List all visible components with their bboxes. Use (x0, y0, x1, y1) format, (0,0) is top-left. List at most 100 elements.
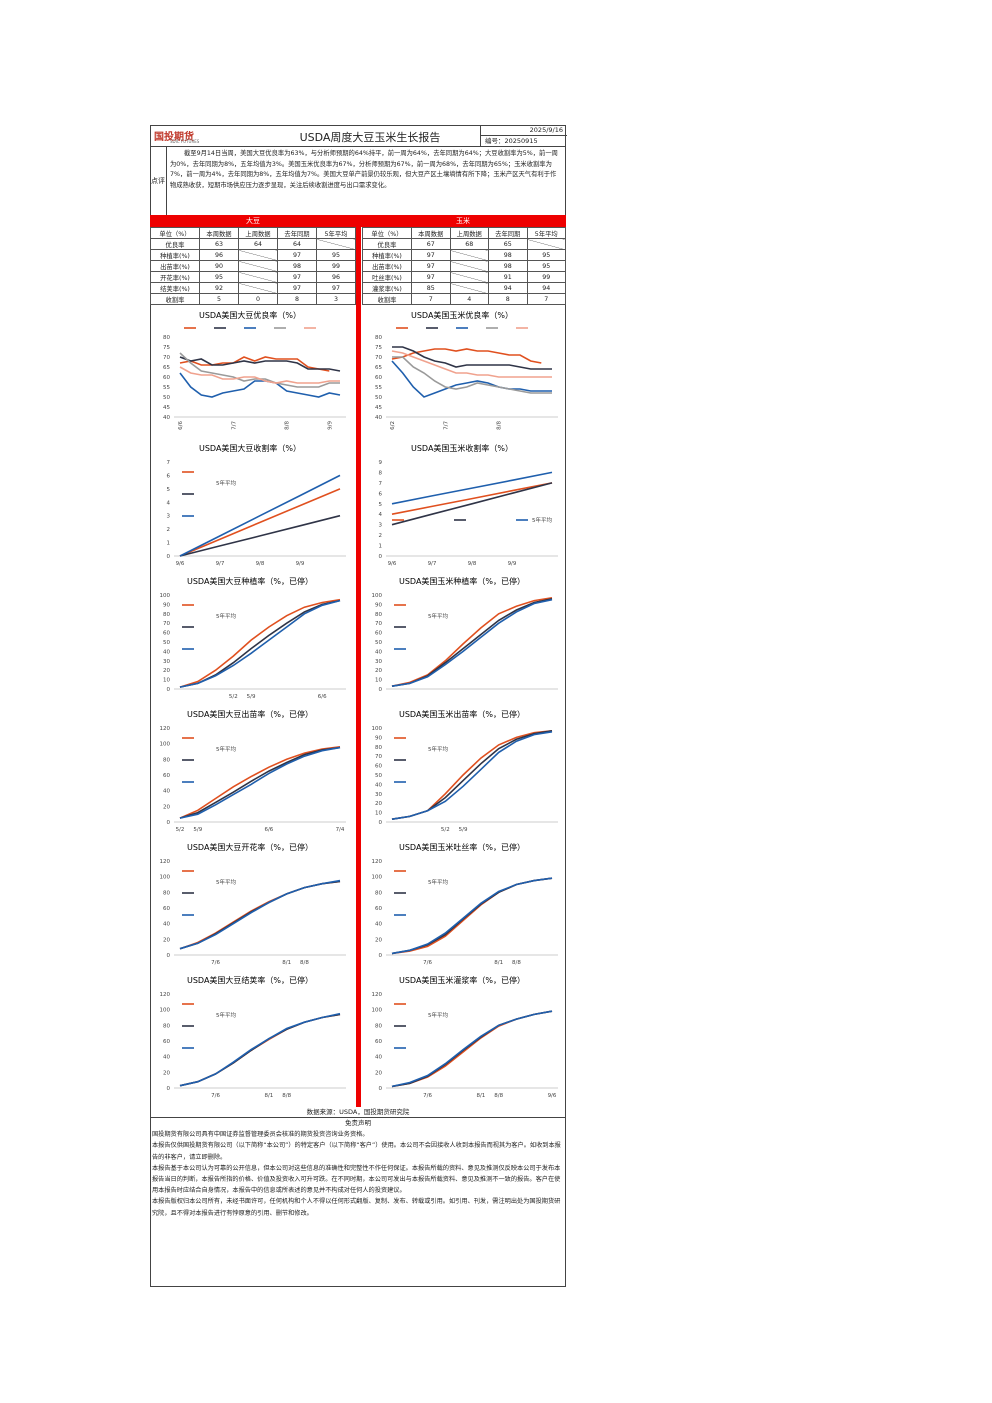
chart-title: USDA美国玉米灌浆率（%，已停） (399, 975, 525, 985)
series-line (391, 877, 553, 955)
y-tick-label: 100 (372, 1008, 383, 1014)
y-tick-label: 100 (160, 1008, 171, 1014)
chart-title: USDA美国大豆开花率（%，已停） (187, 842, 313, 852)
y-tick-label: 6 (167, 473, 171, 479)
divider (356, 215, 361, 1107)
y-tick-label: 60 (163, 1039, 170, 1045)
y-tick-label: 20 (163, 804, 170, 810)
empty-cell (238, 260, 278, 272)
row-label: 种植率(%) (362, 249, 412, 261)
y-tick-label: 80 (163, 1023, 170, 1029)
series-line (391, 598, 553, 687)
y-tick-label: 45 (375, 405, 382, 411)
y-tick-label: 5 (167, 487, 171, 493)
header-cell: 去年同期 (488, 227, 528, 239)
y-tick-label: 70 (375, 754, 382, 760)
series-line (391, 482, 553, 515)
y-tick-label: 55 (375, 385, 382, 391)
x-tick-label: 9/6 (548, 1093, 557, 1099)
y-tick-label: 7 (379, 481, 383, 487)
cell: 94 (526, 282, 566, 294)
y-tick-label: 0 (167, 687, 171, 693)
series-line (179, 488, 341, 557)
y-tick-label: 100 (160, 593, 171, 599)
cell: 85 (411, 282, 451, 294)
cell: 99 (316, 260, 356, 272)
legend-label: 5年平均 (216, 878, 236, 886)
y-tick-label: 40 (375, 1055, 382, 1061)
y-tick-label: 10 (375, 811, 382, 817)
disclaimer-body: 国投期货有限公司具有中国证券监督管理委员会核准的期货投资咨询业务资格。 本报告仅供… (150, 1129, 566, 1219)
header: 国投期货 SDIC FUTURES USDA周度大豆玉米生长报告 2025/9/… (150, 125, 567, 147)
y-tick-label: 60 (163, 631, 170, 637)
legend-label: 5年平均 (428, 1011, 448, 1019)
x-tick-label: 6/2 (390, 421, 396, 430)
cell: 92 (199, 282, 239, 294)
series-line (179, 372, 341, 398)
row-label: 结荚率(%) (150, 282, 200, 294)
chart: USDA美国大豆结荚率（%，已停） 0 20 40 60 80 100 120 7/6 8/1 8/… (160, 975, 346, 1099)
row-label: 收割率 (362, 293, 412, 305)
empty-cell (526, 238, 566, 250)
cell: 64 (277, 238, 317, 250)
table-row: 开花率(%) 95 97 96 (150, 271, 356, 283)
series-line (391, 877, 553, 955)
table-row: 出苗率(%) 90 98 99 (150, 260, 356, 272)
x-tick-label: 9/7 (216, 561, 225, 567)
x-tick-label: 8/1 (282, 960, 291, 966)
table-label: 大豆 (246, 217, 260, 225)
cell: 97 (411, 249, 451, 261)
y-tick-label: 5 (379, 502, 383, 508)
series-line (179, 879, 341, 950)
series-line (391, 598, 553, 687)
header-cell: 去年同期 (277, 227, 317, 239)
disclaimer-title: 免责声明 (345, 1119, 371, 1127)
x-tick-label: 6/6 (318, 694, 327, 700)
row-label: 开花率(%) (150, 271, 200, 283)
y-tick-label: 30 (375, 659, 382, 665)
empty-cell (449, 282, 489, 294)
data-table: 单位（%） 本周数据 上周数据 去年同期 5年平均 优良率 67 68 65 种植率(%) 97 98… (362, 227, 566, 305)
series-line (179, 746, 341, 819)
y-tick-label: 1 (379, 544, 383, 550)
y-tick-label: 4 (379, 512, 383, 518)
y-tick-label: 20 (163, 937, 170, 943)
cell: 96 (199, 249, 239, 261)
y-tick-label: 100 (372, 593, 383, 599)
chart: USDA美国玉米种植率（%，已停） 0 10 20 30 40 50 60 70 80 90 100 5… (372, 576, 558, 693)
y-tick-label: 10 (163, 678, 170, 684)
y-tick-label: 30 (375, 792, 382, 798)
cell: 95 (199, 271, 239, 283)
x-tick-label: 7/6 (423, 960, 432, 966)
legend-label: 5年平均 (428, 745, 448, 753)
x-tick-label: 9/8 (468, 561, 477, 567)
key-points: 点评 截至9月14日当周，美国大豆优良率为63%，与分析师预期的64%持平，前一… (150, 147, 566, 215)
disclaimer-paragraph: 国投期货有限公司具有中国证券监督管理委员会核准的期货投资咨询业务资格。 (152, 1131, 369, 1139)
y-tick-label: 20 (375, 937, 382, 943)
cell: 7 (526, 293, 566, 305)
y-tick-label: 80 (163, 757, 170, 763)
cell: 65 (488, 238, 528, 250)
y-tick-label: 45 (163, 405, 170, 411)
key-points-text: 截至9月14日当周，美国大豆优良率为63%，与分析师预期的64%持平，前一周为6… (170, 150, 558, 189)
table-header: 单位（%） 本周数据 上周数据 去年同期 5年平均 (150, 227, 356, 239)
y-tick-label: 0 (379, 820, 383, 826)
x-tick-label: 5/9 (193, 827, 202, 833)
chart-title: USDA美国大豆优良率（%） (199, 310, 301, 320)
x-tick-label: 9/9 (296, 561, 305, 567)
key-points-label: 点评 (150, 147, 167, 215)
y-tick-label: 50 (375, 773, 382, 779)
x-tick-label: 5/9 (459, 827, 468, 833)
chart: USDA美国玉米出苗率（%，已停） 0 10 20 30 40 50 60 70 80 90 100 5… (372, 709, 558, 833)
series-line (391, 731, 553, 820)
series-line (179, 1013, 341, 1087)
cell: 63 (199, 238, 239, 250)
chart: USDA美国玉米优良率（%） 40 45 50 55 60 65 70 75 80 6/2 7/7 8/… (375, 310, 558, 430)
y-tick-label: 60 (375, 375, 382, 381)
table-row: 收割率 7 4 8 7 (362, 293, 566, 305)
disclaimer: 免责声明 国投期货有限公司具有中国证券监督管理委员会核准的期货投资咨询业务资格。… (150, 1117, 566, 1219)
header-cell: 单位（%） (150, 227, 200, 239)
y-tick-label: 40 (375, 415, 382, 421)
empty-cell (449, 249, 489, 261)
cell: 7 (411, 293, 451, 305)
